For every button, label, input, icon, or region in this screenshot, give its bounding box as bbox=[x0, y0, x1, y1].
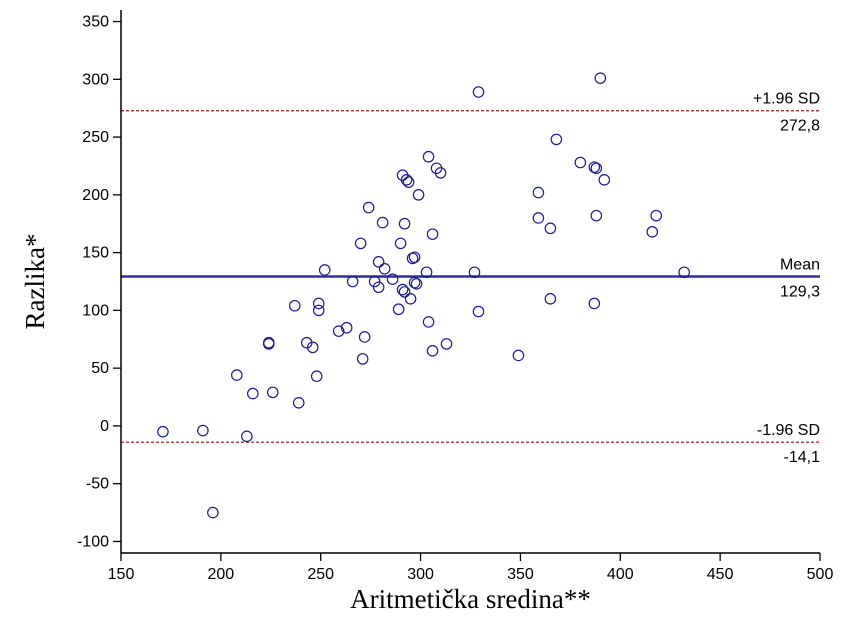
data-point bbox=[340, 321, 353, 334]
data-point bbox=[197, 424, 209, 437]
data-point bbox=[368, 275, 381, 288]
x-tick-label: 350 bbox=[507, 566, 534, 583]
data-point bbox=[318, 264, 331, 276]
y-tick-label: 150 bbox=[82, 245, 109, 262]
data-point bbox=[550, 133, 563, 146]
data-point bbox=[356, 353, 369, 365]
data-point bbox=[434, 167, 447, 179]
data-point bbox=[312, 304, 325, 317]
data-point bbox=[590, 209, 603, 222]
data-point bbox=[544, 222, 557, 235]
data-point bbox=[422, 316, 435, 328]
data-point bbox=[354, 237, 367, 250]
data-point bbox=[392, 303, 405, 316]
data-point bbox=[398, 286, 411, 298]
x-tick-label: 400 bbox=[607, 566, 634, 583]
data-point bbox=[378, 262, 391, 275]
data-point bbox=[402, 176, 415, 188]
data-point bbox=[440, 338, 453, 350]
data-point bbox=[410, 278, 423, 290]
y-tick-label: 0 bbox=[100, 418, 109, 435]
data-point bbox=[358, 331, 371, 343]
data-point bbox=[588, 161, 601, 173]
data-point bbox=[398, 217, 411, 230]
data-point bbox=[544, 293, 557, 305]
data-point bbox=[678, 266, 690, 279]
data-point bbox=[310, 370, 323, 383]
data-point bbox=[472, 86, 485, 98]
data-point bbox=[266, 386, 279, 399]
data-point bbox=[394, 237, 407, 250]
data-point bbox=[468, 266, 481, 279]
lower_loa-value: -14,1 bbox=[784, 449, 821, 466]
data-point bbox=[646, 226, 659, 238]
data-point bbox=[288, 299, 301, 312]
data-point bbox=[590, 162, 603, 175]
x-tick-label: 450 bbox=[707, 566, 734, 583]
y-tick-label: 350 bbox=[82, 14, 109, 31]
mean-value: 129,3 bbox=[780, 284, 820, 301]
data-point bbox=[306, 341, 319, 354]
y-tick-label: 250 bbox=[82, 129, 109, 146]
data-point bbox=[207, 506, 219, 519]
data-point bbox=[412, 189, 425, 201]
x-tick-label: 200 bbox=[208, 566, 235, 583]
x-axis-ticks: 150 200 250 300 350 400 450 500 bbox=[108, 553, 834, 583]
y-tick-label: 100 bbox=[82, 302, 109, 319]
data-point bbox=[422, 150, 435, 163]
data-point bbox=[512, 349, 525, 362]
data-point bbox=[247, 387, 259, 400]
data-point bbox=[400, 174, 413, 186]
data-point bbox=[426, 345, 439, 357]
y-tick-label: 300 bbox=[82, 71, 109, 88]
x-tick-label: 300 bbox=[407, 566, 434, 583]
lower_loa-label: -1.96 SD bbox=[757, 422, 820, 439]
upper_loa-label: +1.96 SD bbox=[753, 91, 820, 108]
data-point bbox=[376, 216, 389, 229]
data-point bbox=[231, 369, 243, 381]
data-point bbox=[362, 201, 375, 214]
x-tick-label: 150 bbox=[108, 566, 135, 583]
data-point bbox=[346, 275, 359, 288]
data-point bbox=[472, 305, 485, 318]
data-point bbox=[408, 276, 421, 289]
data-point bbox=[650, 209, 663, 222]
data-point bbox=[332, 325, 345, 337]
data-point bbox=[532, 212, 545, 224]
y-tick-label: -50 bbox=[86, 476, 109, 493]
y-tick-label: 50 bbox=[91, 360, 109, 377]
data-point bbox=[372, 281, 385, 294]
data-point bbox=[292, 397, 305, 409]
data-point bbox=[406, 252, 419, 265]
x-tick-label: 500 bbox=[807, 566, 834, 583]
y-tick-label: -100 bbox=[77, 533, 109, 550]
data-point bbox=[404, 293, 417, 305]
data-point bbox=[157, 425, 169, 438]
data-point bbox=[426, 228, 439, 240]
y-tick-label: 200 bbox=[82, 187, 109, 204]
data-point bbox=[588, 297, 601, 310]
data-point bbox=[598, 174, 611, 186]
data-point bbox=[372, 256, 385, 268]
data-point bbox=[408, 251, 421, 264]
data-point bbox=[312, 297, 325, 310]
x-axis-title: Aritmetička sredina** bbox=[350, 584, 591, 614]
data-point bbox=[396, 283, 409, 296]
x-tick-label: 250 bbox=[307, 566, 334, 583]
reference-lines: +1.96 SD 272,8 Mean 129,3 -1.96 SD -14,1 bbox=[121, 91, 820, 466]
upper_loa-value: 272,8 bbox=[780, 118, 820, 135]
data-points bbox=[157, 72, 690, 519]
data-point bbox=[532, 186, 545, 199]
data-point bbox=[574, 156, 587, 169]
data-point bbox=[241, 430, 253, 443]
data-point bbox=[594, 72, 607, 84]
mean-label: Mean bbox=[780, 257, 820, 274]
y-axis-ticks: -100 -50 0 50 100 150 200 250 300 350 bbox=[77, 14, 121, 550]
data-point bbox=[386, 273, 399, 285]
data-point bbox=[262, 336, 275, 349]
y-axis-title: Razlika* bbox=[20, 234, 50, 330]
data-point bbox=[420, 266, 433, 279]
